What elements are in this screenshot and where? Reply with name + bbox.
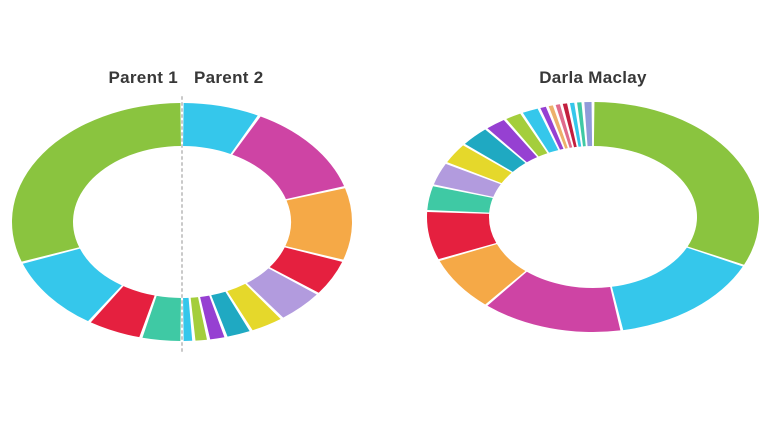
donut-segment-cyan <box>522 108 559 153</box>
donut-segment-light-green <box>506 113 548 157</box>
donut-segment-red <box>269 247 343 293</box>
donut-segment-teal-blue <box>211 291 250 337</box>
donut-segment-lavender <box>433 163 501 197</box>
donut-segment-pink <box>555 104 573 148</box>
donut-segment-yellow <box>227 283 281 331</box>
donut-segment-violet <box>540 106 564 150</box>
donut-segment-periwinkle <box>584 102 593 147</box>
parents-split-donut-chart <box>11 103 352 341</box>
donut-segment-yellow <box>447 145 512 184</box>
donut-segment-cyan <box>611 247 743 331</box>
donut-segment-cyan <box>183 297 193 341</box>
donut-segment-cyan <box>183 103 258 154</box>
donut-segment-teal <box>142 295 181 341</box>
donut-segment-green <box>11 103 181 262</box>
donut-segment-green <box>593 102 759 265</box>
donut-segment-tan <box>548 105 568 149</box>
parent2-title: Parent 2 <box>194 68 264 87</box>
donut-segment-violet <box>487 120 538 163</box>
donut-segment-red <box>427 211 497 260</box>
donut-segment-cyan <box>22 248 122 322</box>
parent1-title: Parent 1 <box>108 68 178 87</box>
donut-segment-dark-red <box>562 103 577 148</box>
donut-segment-orange <box>285 188 352 260</box>
darla-maclay-title: Darla Maclay <box>539 68 647 87</box>
donut-segment-magenta <box>232 116 345 200</box>
darla-maclay-donut-chart <box>427 102 759 332</box>
donut-segment-magenta <box>487 271 621 332</box>
donut-segment-light-green <box>190 297 207 341</box>
donut-segment-violet <box>200 295 225 340</box>
donut-segment-teal-blue <box>464 129 526 172</box>
donut-segment-teal <box>427 186 493 213</box>
donut-segment-red <box>90 286 155 338</box>
donut-segment-orange <box>439 244 526 305</box>
donut-segment-cyan <box>569 102 582 147</box>
donut-segment-lavender <box>246 268 317 318</box>
donut-segment-teal <box>577 102 586 147</box>
